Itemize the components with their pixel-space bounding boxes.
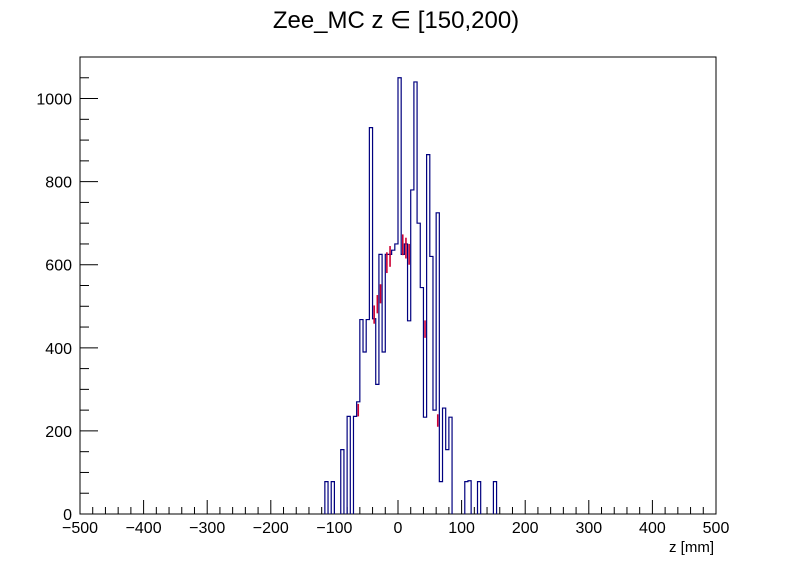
x-axis-title: z [mm] [669,539,714,556]
histogram-bin [439,482,442,514]
histogram-bin [427,155,430,514]
histogram-bin [493,482,496,514]
histogram-bin [404,244,407,514]
x-tick-label: −200 [253,520,289,537]
x-tick-label: 400 [639,520,666,537]
histogram-bin [341,450,344,514]
histogram-bin [446,450,449,514]
histogram-bin [331,482,334,514]
histogram-bin [373,319,376,514]
y-tick-label: 0 [63,507,72,524]
histogram-bin [430,256,433,514]
histogram-bin [357,402,360,514]
histogram-bin [363,352,366,514]
y-tick-label: 200 [45,424,72,441]
histogram-bin [449,417,452,514]
histogram-bin [360,320,363,514]
histogram-bin [392,250,395,514]
histogram-bin [414,82,417,514]
x-tick-label: 100 [448,520,475,537]
histogram-bin [443,408,446,514]
histogram-bin [325,482,328,514]
histogram-bin [369,128,372,514]
y-tick-label: 800 [45,175,72,192]
histogram-bin [382,352,385,514]
chart-title: Zee_MC z ∈ [150,200) [273,7,519,34]
y-tick-label: 600 [45,258,72,275]
x-tick-label: 200 [512,520,539,537]
histogram-bin [423,417,426,514]
histogram-bin [465,482,468,514]
x-tick-label: −400 [126,520,162,537]
histogram-bin [417,223,420,514]
histogram-bin [366,320,369,514]
x-tick-label: −500 [62,520,98,537]
histogram-bin [411,190,414,514]
histogram-bin [385,254,388,514]
histogram-bin [347,416,350,514]
x-tick-labels: −500 −400 −300 −200 −100 0 100 200 300 400 500 [62,520,729,537]
y-tick-label: 400 [45,341,72,358]
y-tick-labels: 0 200 400 600 800 1000 [36,92,72,524]
x-tick-label: −300 [189,520,225,537]
histogram-bin [388,254,391,514]
error-bars [357,234,439,427]
histogram-bin [478,482,481,514]
histogram-bin [420,288,423,514]
histogram-bin [376,384,379,514]
histogram-outline [324,77,498,514]
x-tick-label: 500 [703,520,730,537]
y-tick-label: 1000 [36,92,72,109]
x-tick-label: 0 [394,520,403,537]
histogram-bin [401,254,404,514]
histogram-bin [468,481,471,514]
histogram-bin [408,321,411,514]
histogram-bin [436,213,439,514]
x-tick-label: 300 [575,520,602,537]
histogram-bin [353,416,356,514]
histogram-bin [433,410,436,514]
histogram-bin [398,78,401,514]
x-tick-label: −100 [316,520,352,537]
histogram-bin [395,244,398,514]
histogram-bins [324,77,498,514]
